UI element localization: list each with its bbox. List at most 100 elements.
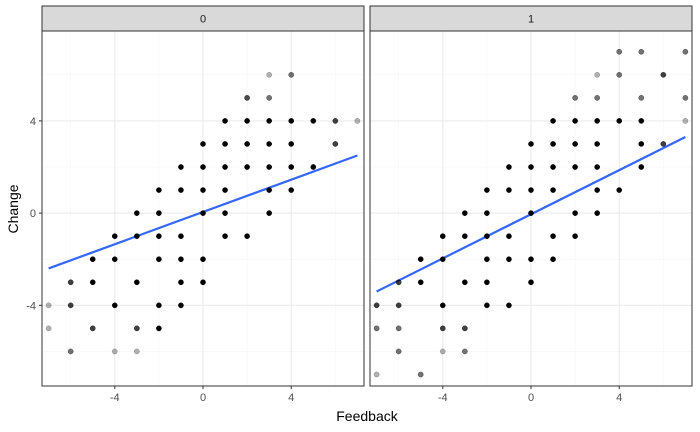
data-point [222,210,228,216]
data-point [266,164,272,170]
data-point [616,118,623,124]
data-point [682,118,689,124]
data-point [332,118,339,124]
data-point [439,302,446,309]
data-point [594,164,600,170]
data-point [439,325,446,332]
data-point [134,348,140,355]
data-point [45,325,52,332]
points-group-1 [373,48,689,378]
data-point [288,71,295,78]
data-point [462,279,468,286]
data-point [178,164,184,170]
data-point [550,164,556,170]
data-point [528,187,534,193]
y-axis-ticks: -4 0 4 [26,116,42,312]
data-point [200,256,206,263]
data-point [439,348,446,355]
data-point [417,256,424,263]
data-point [550,256,556,263]
facet-panel-1: 1 [369,5,693,387]
data-point [200,187,206,193]
data-point [134,210,140,216]
data-point [484,233,490,239]
data-point [266,118,272,124]
data-point [111,233,118,239]
data-point [111,302,118,309]
data-point [156,256,162,263]
data-point [200,141,206,147]
data-point [89,256,96,263]
data-point [266,95,272,101]
data-point [638,48,645,55]
data-point [506,256,512,263]
grid-lines-0 [42,31,364,386]
data-point [310,164,317,170]
data-point [373,371,380,378]
data-point [594,210,600,216]
data-point [156,187,162,193]
data-point [266,210,272,216]
data-point [89,325,96,332]
data-point [528,279,534,286]
data-point [111,348,118,355]
data-point [222,164,228,170]
data-point [134,325,140,332]
data-point [244,164,250,170]
y-axis-title: Change [5,184,21,233]
data-point [134,233,140,239]
data-point [222,187,228,193]
facet-strip-label-0: 0 [200,14,206,26]
data-point [484,187,490,193]
data-point [462,348,468,355]
data-point [572,233,578,239]
x-tick-label: -4 [110,392,120,404]
data-point [660,71,667,78]
data-point [288,141,295,147]
data-point [222,233,228,239]
data-point [222,118,228,124]
data-point [550,141,556,147]
data-point [244,118,250,124]
data-point [417,371,424,378]
data-point [616,71,623,78]
data-point [111,256,118,263]
x-tick-label: 0 [528,392,534,404]
data-point [373,325,380,332]
x-tick-label: 4 [616,392,622,404]
data-point [288,187,295,193]
data-point [178,256,184,263]
data-point [594,71,600,78]
data-point [528,256,534,263]
data-point [178,187,184,193]
data-point [638,164,645,170]
data-point [572,210,578,216]
data-point [266,71,272,78]
points-group-0 [45,71,361,355]
data-point [638,95,645,101]
y-tick-label: 4 [30,116,36,128]
data-point [200,210,206,216]
data-point [484,256,490,263]
data-point [395,348,402,355]
data-point [178,302,184,309]
data-point [484,210,490,216]
data-point [506,233,512,239]
y-tick-label: 0 [30,208,36,220]
data-point [572,164,578,170]
data-point [67,302,74,309]
data-point [156,210,162,216]
data-point [395,325,402,332]
data-point [462,325,468,332]
data-point [638,118,645,124]
data-point [395,302,402,309]
data-point [244,233,250,239]
data-point [266,187,272,193]
x-axis-ticks: -4 0 4 -4 0 4 [110,386,622,404]
data-point [506,187,512,193]
data-point [484,302,490,309]
data-point [572,141,578,147]
data-point [682,95,689,101]
data-point [528,164,534,170]
